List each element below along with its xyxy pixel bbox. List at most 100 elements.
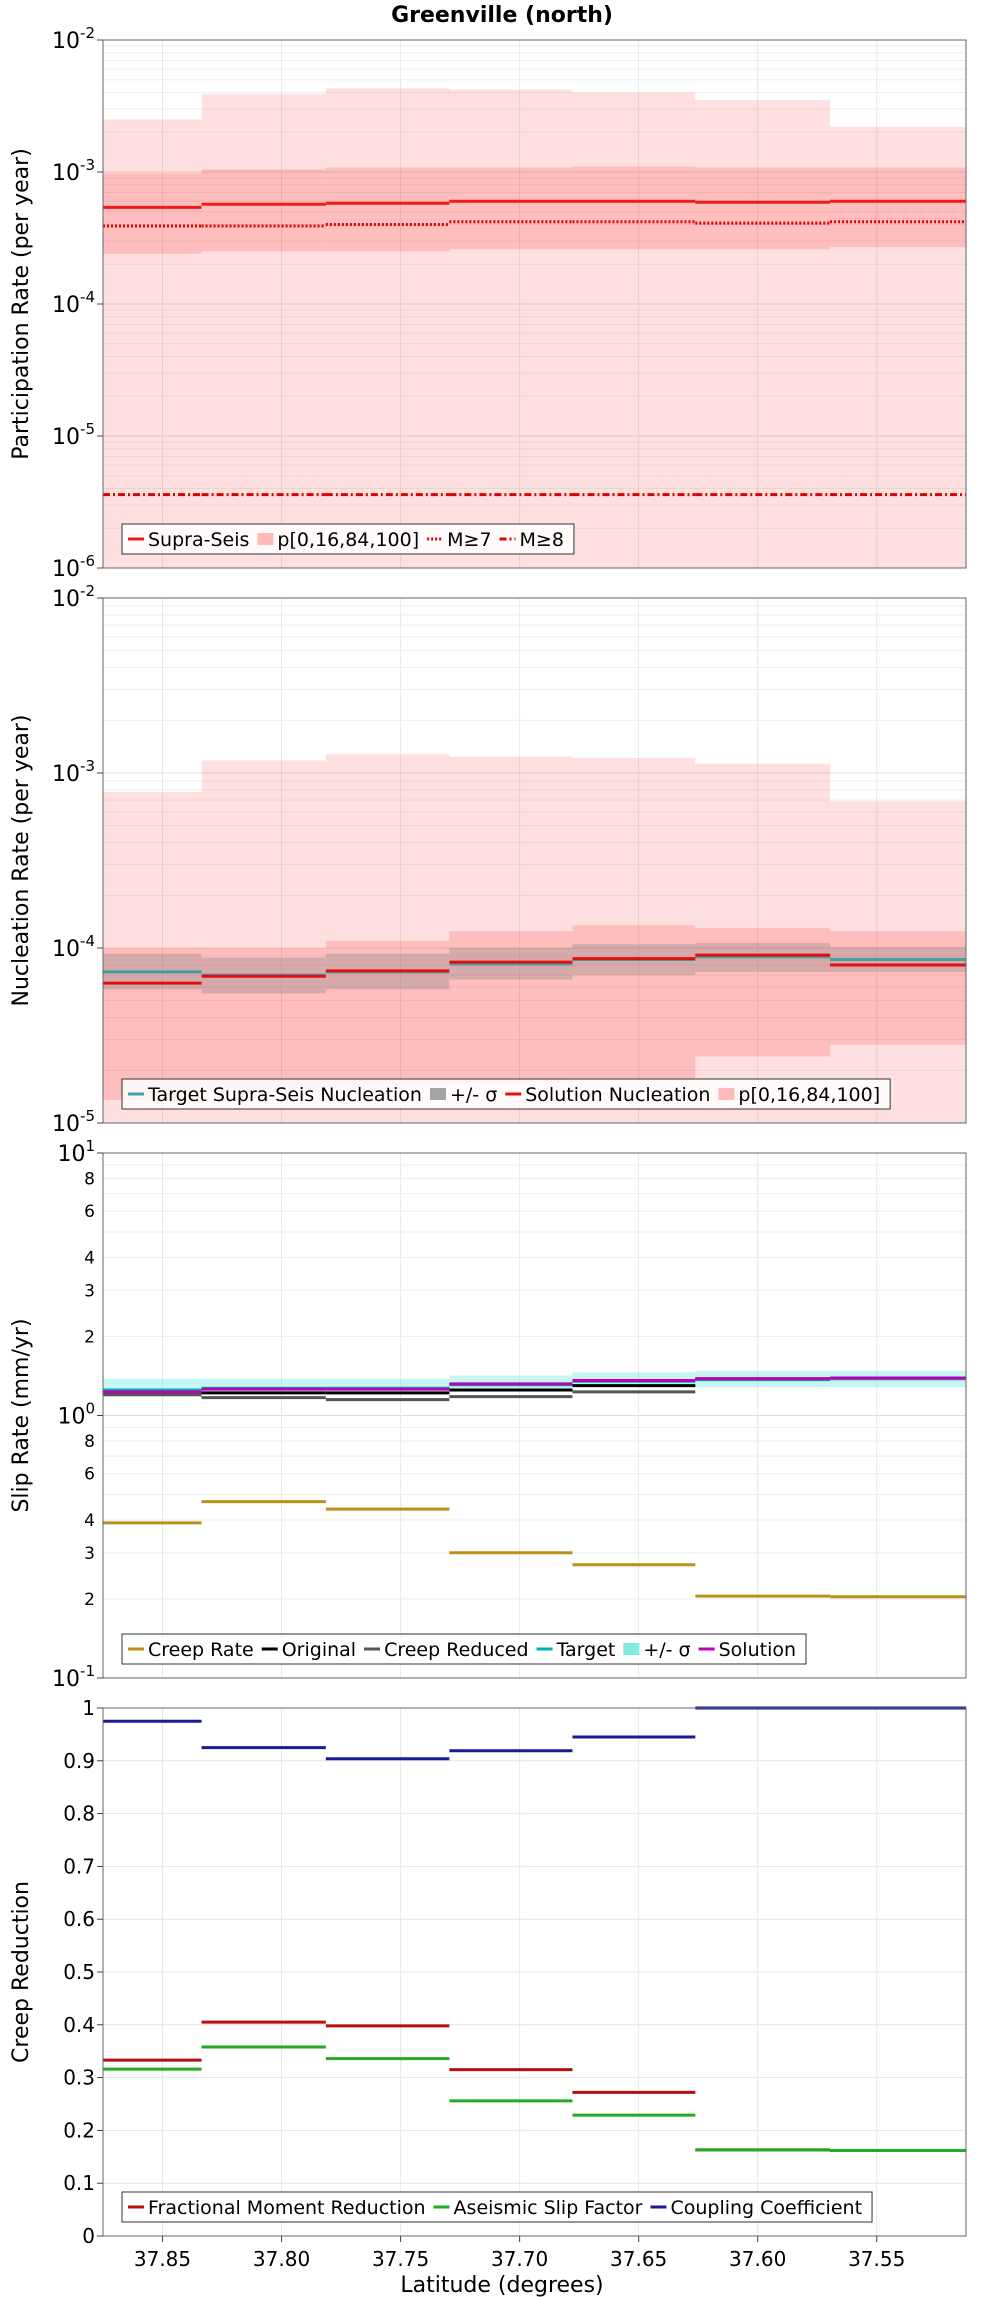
y-tick-label: 0.2 [63,2118,95,2142]
y-tick-label: 10-3 [52,156,95,186]
chart-panel-2: 10-5 10-4 10-3 10-2 Nucleation Rate (per yea… [9,582,967,1137]
band-segment [325,88,450,568]
y-tick-label: 0.8 [63,1802,95,1826]
legend-label: +/- σ [643,1639,690,1661]
grid [103,40,966,569]
legend-label: Coupling Coefficient [670,2197,862,2219]
legend-label: p[0,16,84,100] [738,1084,880,1106]
legend-label: Creep Rate [148,1639,254,1661]
band-segment [830,801,966,1123]
x-tick-label: 37.55 [848,2247,905,2271]
band-segment [572,92,696,569]
y-tick-label: 0.6 [63,1907,95,1931]
band-segment [449,1375,573,1390]
y-tick-label: 0.3 [63,2066,95,2090]
band-segment [325,754,450,1123]
y-axis-label: Nucleation Rate (per year) [9,715,34,1007]
y-tick-label: 10-1 [52,1662,95,1692]
legend-label: Original [282,1639,356,1661]
y-tick-label: 101 [57,1137,95,1167]
y-axis-label: Slip Rate (mm/yr) [9,1318,34,1512]
legend-label: Solution Nucleation [525,1084,710,1106]
band-segment [103,791,202,1123]
band-segment [572,925,696,1079]
legend: Creep Rate Original Creep Reduced Target +/-… [121,1633,807,1665]
legend-label: Solution [719,1639,796,1661]
band-segment [201,948,326,1093]
y-minor-tick-label: 6 [84,1202,95,1222]
y-tick-label: 0.9 [63,1749,95,1773]
band-segment [572,166,696,250]
band-segment [201,93,326,569]
y-tick-label: 0 [82,2224,95,2248]
x-tick-label: 37.85 [134,2247,191,2271]
legend-label: +/- σ [450,1084,497,1106]
band-segment [325,940,450,1088]
chart-panel-3: 10-1 100 101 2 3 4 6 8 2 3 4 6 8 Slip Rate (mm/yr) Cre… [9,1137,967,1692]
y-axis-label: Creep Reduction [9,1881,34,2063]
y-minor-tick-label: 4 [84,1511,95,1531]
legend-label: Target Supra-Seis Nucleation [147,1084,422,1106]
y-tick-label: 0.1 [63,2171,95,2195]
band-segment [572,757,696,1123]
y-minor-tick-label: 8 [84,1169,95,1189]
grid [103,1153,966,1679]
legend-label: Supra-Seis [148,529,249,551]
x-tick-label: 37.70 [491,2247,548,2271]
legend-label: M≥8 [520,529,564,551]
y-minor-tick-label: 3 [84,1544,95,1564]
y-minor-tick-label: 4 [84,1248,95,1268]
chart-panel-1: 10-6 10-5 10-4 10-3 10-2 Participation Rate (… [9,24,967,582]
y-tick-label: 10-4 [52,932,95,962]
band-segment [695,100,831,569]
band-segment [830,167,966,248]
band-segment [695,167,831,250]
y-minor-tick-label: 2 [84,1590,95,1610]
legend-label: Aseismic Slip Factor [454,2197,643,2219]
y-tick-label: 10-5 [52,1107,95,1137]
band-segment [449,89,573,569]
band-segment [201,169,326,252]
legend-swatch [257,533,274,545]
legend-label: Target [556,1639,616,1661]
y-tick-label: 100 [57,1400,95,1430]
legend-swatch [718,1088,735,1100]
band-segment [103,173,202,254]
x-tick-label: 37.60 [729,2247,786,2271]
y-tick-label: 0.5 [63,1960,95,1984]
band-segment [449,756,573,1123]
y-minor-tick-label: 6 [84,1465,95,1485]
band-segment [695,763,831,1123]
legend: Fractional Moment Reduction Aseismic Slip… [121,2191,873,2223]
legend-label: p[0,16,84,100] [277,529,419,551]
legend-label: M≥7 [447,529,491,551]
band-segment [449,931,573,1083]
x-tick-label: 37.75 [372,2247,429,2271]
y-tick-label: 10-6 [52,552,95,582]
y-tick-label: 0.4 [63,2013,95,2037]
x-axis-label: Latitude (degrees) [400,2273,603,2298]
y-tick-label: 10-2 [52,582,95,612]
legend: Supra-Seis p[0,16,84,100] M≥7 M≥8 [121,523,575,555]
band-segment [830,931,966,1045]
band-segment [201,760,326,1123]
y-tick-label: 10-2 [52,24,95,54]
chart-title: Greenville (north) [391,3,613,28]
legend: Target Supra-Seis Nucleation +/- σ Solutio… [121,1078,891,1110]
legend-label: Fractional Moment Reduction [148,2197,426,2219]
y-tick-label: 10-3 [52,757,95,787]
y-minor-tick-label: 8 [84,1432,95,1452]
y-minor-tick-label: 3 [84,1281,95,1301]
x-tick-label: 37.65 [610,2247,667,2271]
y-axis-label: Participation Rate (per year) [9,148,34,460]
y-tick-label: 10-5 [52,420,95,450]
plot-frame [102,597,967,1124]
grid [103,598,966,1124]
band-segment [695,928,831,1057]
y-tick-label: 0.7 [63,1854,95,1878]
y-tick-label: 10-4 [52,288,95,318]
grid [103,1707,966,2237]
band-segment [449,167,573,250]
band-segment [325,167,450,252]
